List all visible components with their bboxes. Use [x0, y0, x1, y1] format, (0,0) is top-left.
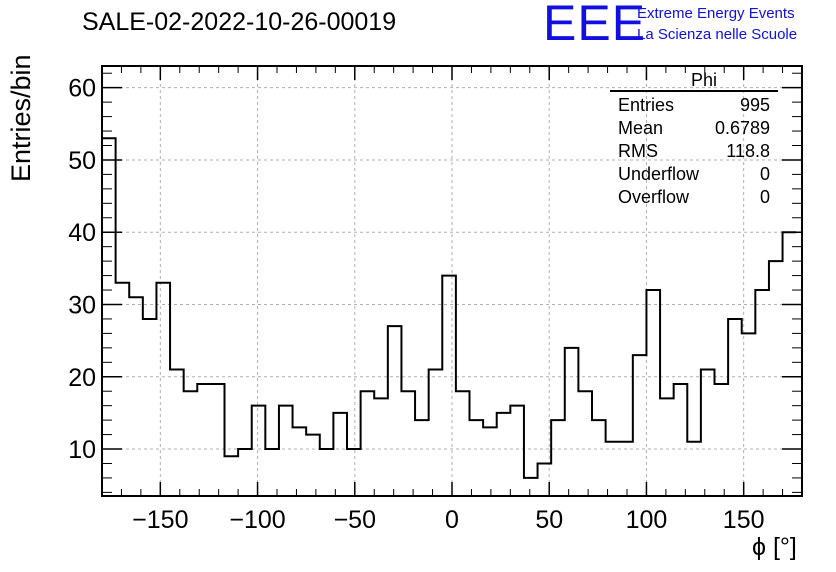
stats-row: Mean 0.6789	[610, 117, 778, 140]
y-tick-label: 20	[68, 364, 96, 392]
y-tick-label: 10	[68, 436, 96, 464]
x-tick-label: 100	[626, 506, 668, 534]
x-tick-label: −50	[334, 506, 376, 534]
stats-value: 995	[739, 95, 770, 115]
stats-box: Phi Entries 995 Mean 0.6789 RMS 118.8 Un…	[610, 70, 778, 209]
stats-row: Underflow 0	[610, 163, 778, 186]
y-tick-label: 60	[68, 75, 96, 103]
stats-label: Entries	[618, 95, 675, 115]
x-tick-label: −150	[132, 506, 188, 534]
x-tick-label: −100	[229, 506, 285, 534]
stats-value: 0	[759, 164, 770, 184]
stats-box-title: Phi	[610, 70, 778, 92]
x-tick-label: 0	[445, 506, 459, 534]
stats-label: Mean	[618, 118, 664, 138]
y-axis-label: Entries/bin	[6, 54, 36, 182]
logo-line-1: Extreme Energy Events	[637, 5, 795, 22]
stats-label: RMS	[618, 141, 658, 161]
grid-lines	[102, 66, 802, 496]
x-axis-label: ϕ [°]	[752, 533, 797, 561]
stats-label: Underflow	[618, 164, 700, 184]
logo-line-2: La Scienza nelle Scuole	[637, 26, 798, 43]
y-tick-label: 50	[68, 147, 96, 175]
stats-value: 0	[759, 187, 770, 207]
y-tick-label: 40	[68, 219, 96, 247]
histogram-step-line	[102, 137, 797, 479]
axis-tick-labels: −150 −100 −50 0 50 100 150 10 20 30 40 50 60	[68, 75, 764, 534]
stats-row: RMS 118.8	[610, 140, 778, 163]
stats-value: 118.8	[726, 141, 770, 161]
chart-title: SALE-02-2022-10-26-00019	[82, 8, 397, 36]
axis-ticks	[101, 66, 803, 496]
x-tick-label: 150	[723, 506, 765, 534]
stats-label: Overflow	[618, 187, 690, 207]
eee-logo: EEE	[543, 0, 647, 51]
stats-row: Entries 995	[610, 94, 778, 117]
x-tick-label: 50	[535, 506, 563, 534]
stats-value: 0.6789	[714, 118, 770, 138]
stats-row: Overflow 0	[610, 186, 778, 209]
y-tick-label: 30	[68, 291, 96, 319]
